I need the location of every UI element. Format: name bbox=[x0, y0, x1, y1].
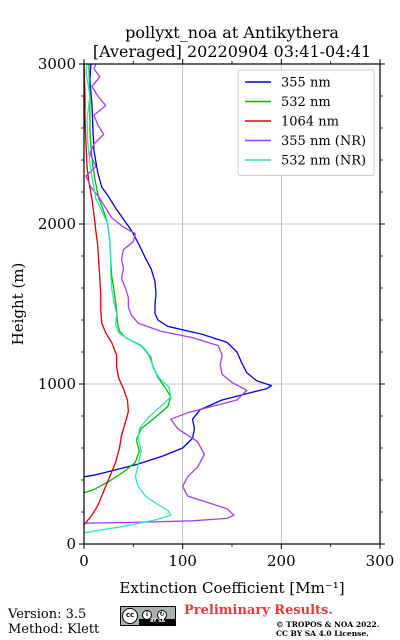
series-lines bbox=[83, 63, 273, 534]
series-line-3 bbox=[83, 63, 248, 524]
copyright-line-1: © TROPOS & NOA 2022. bbox=[276, 620, 380, 629]
y-axis-label: Height (m) bbox=[9, 263, 27, 346]
legend: 355 nm 532 nm 1064 nm 355 nm (NR) 532 nm (NR… bbox=[237, 69, 375, 176]
y-tick-label: 1000 bbox=[38, 375, 76, 393]
method-label: Method: Klett bbox=[8, 622, 100, 637]
chart-title: pollyxt_noa at Antikythera bbox=[125, 23, 339, 42]
x-axis-label: Extinction Coefficient [Mm⁻¹] bbox=[119, 579, 344, 597]
series-line-1 bbox=[83, 63, 172, 494]
series-line-4 bbox=[83, 63, 172, 534]
legend-label: 532 nm bbox=[281, 95, 331, 110]
x-tick-label: 200 bbox=[267, 552, 296, 570]
cc-license-text: BY SA bbox=[139, 619, 176, 625]
cc-icon: cc bbox=[122, 608, 138, 624]
x-tick-label: 100 bbox=[168, 552, 197, 570]
y-tick-label: 2000 bbox=[38, 215, 76, 233]
chart-subtitle: [Averaged] 20220904 03:41-04:41 bbox=[93, 42, 371, 61]
y-tick-label: 0 bbox=[66, 535, 76, 553]
version-label: Version: 3.5 bbox=[8, 607, 87, 622]
legend-box bbox=[237, 69, 375, 176]
series-line-0 bbox=[83, 63, 273, 478]
y-tick-label: 3000 bbox=[38, 55, 76, 73]
copyright-notice: © TROPOS & NOA 2022. CC BY SA 4.0 Licens… bbox=[276, 620, 379, 638]
chart: pollyxt_noa at Antikythera [Averaged] 20… bbox=[9, 23, 395, 597]
legend-label: 355 nm (NR) bbox=[281, 134, 366, 149]
cc-license-badge: cc i ↻ BY SA bbox=[120, 606, 176, 626]
legend-label: 355 nm bbox=[281, 76, 331, 91]
preliminary-results-label: Preliminary Results. bbox=[184, 603, 333, 618]
copyright-line-2: CC BY SA 4.0 License. bbox=[276, 629, 369, 638]
x-tick-label: 0 bbox=[79, 552, 89, 570]
x-tick-label: 300 bbox=[366, 552, 395, 570]
legend-label: 1064 nm bbox=[281, 115, 339, 130]
legend-label: 532 nm (NR) bbox=[281, 154, 366, 169]
